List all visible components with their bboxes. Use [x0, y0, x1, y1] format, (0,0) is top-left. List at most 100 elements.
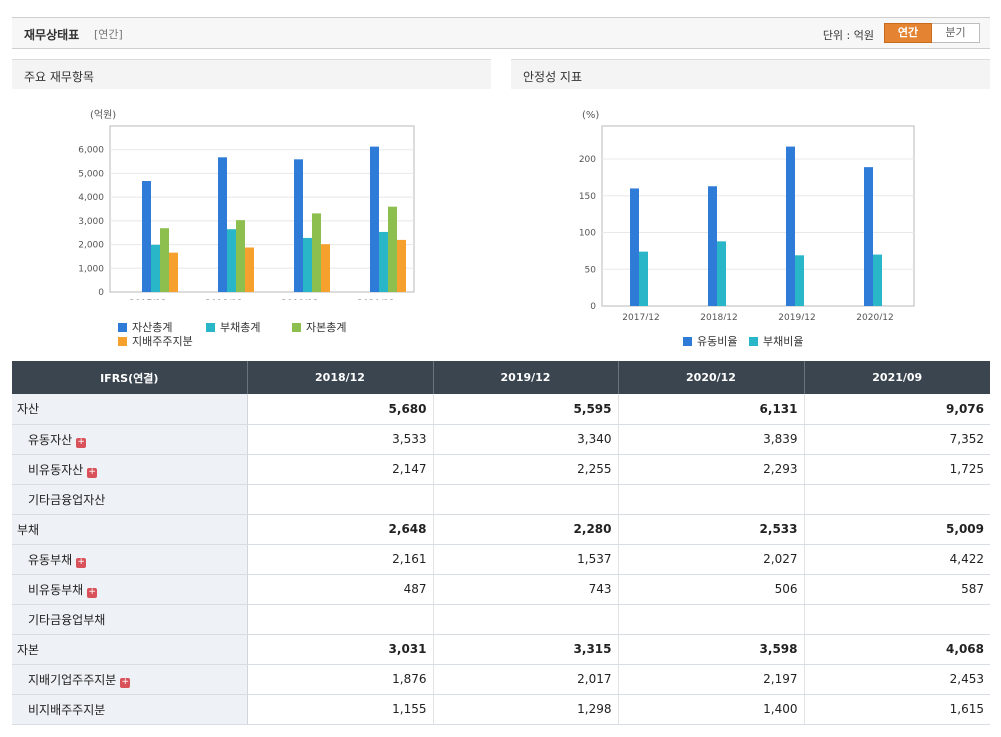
value-cell: 487 — [247, 574, 434, 605]
bar — [864, 167, 873, 306]
bar — [370, 146, 379, 292]
bar — [312, 213, 321, 292]
column-header: IFRS(연결) — [12, 361, 248, 394]
value-cell: 4,068 — [804, 634, 990, 665]
value-cell: 2,648 — [247, 514, 434, 545]
table-row: 유동자산 +3,533 3,340 3,839 7,352 — [12, 424, 990, 455]
table-row: 기타금융업자산 — [12, 484, 990, 515]
y-tick-label: 200 — [579, 155, 596, 165]
balance-sheet-table: IFRS(연결) 2018/12 2019/12 2020/12 2021/09… — [12, 361, 990, 725]
row-label: 부채 — [17, 522, 40, 537]
bar — [160, 228, 169, 292]
x-tick-label: 2019/12 — [281, 299, 318, 300]
row-label: 자산 — [17, 402, 40, 417]
column-header: 2020/12 — [618, 361, 805, 394]
value-cell: 1,537 — [433, 544, 619, 575]
row-label: 비유동자산 — [28, 462, 84, 477]
legend-label: 부채총계 — [220, 321, 261, 334]
bar — [795, 255, 804, 306]
bar — [630, 188, 639, 306]
y-axis-unit-label: (%) — [582, 110, 599, 121]
value-cell: 743 — [433, 574, 619, 605]
column-header: 2018/12 — [247, 361, 434, 394]
table-row: 자산 5,680 5,595 6,131 9,076 — [12, 394, 990, 425]
y-tick-label: 50 — [585, 265, 597, 275]
bar — [245, 247, 254, 292]
row-label-cell: 유동부채 + — [12, 544, 248, 575]
x-tick-label: 2018/12 — [205, 299, 242, 300]
value-cell: 4,422 — [804, 544, 990, 575]
value-cell: 6,131 — [618, 394, 805, 425]
row-label-cell: 유동자산 + — [12, 424, 248, 455]
legend-item: 지배주주지분 — [118, 333, 193, 349]
value-cell: 1,615 — [804, 694, 990, 725]
panel-title: 주요 재무항목 — [24, 70, 95, 84]
x-tick-label: 2020/12 — [357, 299, 394, 300]
value-cell — [433, 604, 619, 635]
legend-item: 부채총계 — [206, 319, 260, 335]
legend-key-items: 자산총계 부채총계 자본총계 지배주주지분 — [118, 319, 418, 349]
expand-icon[interactable]: + — [87, 586, 98, 598]
value-cell: 2,017 — [433, 664, 619, 695]
legend-swatch — [292, 323, 301, 332]
x-tick-label: 2017/12 — [129, 299, 166, 300]
value-cell — [247, 604, 434, 635]
chart-key-items: (억원) 0 1,000 2,000 3,000 4,000 5,000 6,000 2017/… — [78, 109, 415, 300]
value-cell: 2,453 — [804, 664, 990, 695]
table-row: 유동부채 +2,161 1,537 2,027 4,422 — [12, 544, 990, 575]
legend-swatch — [206, 323, 215, 332]
value-cell: 2,293 — [618, 454, 805, 485]
value-cell: 3,533 — [247, 424, 434, 455]
value-cell: 2,161 — [247, 544, 434, 575]
value-cell — [804, 484, 990, 515]
value-cell: 1,298 — [433, 694, 619, 725]
toggle-annual-button[interactable]: 연간 — [884, 23, 932, 43]
value-cell: 2,255 — [433, 454, 619, 485]
value-cell — [247, 484, 434, 515]
x-tick-label: 2019/12 — [778, 313, 815, 320]
bar — [151, 244, 160, 292]
value-cell: 3,839 — [618, 424, 805, 455]
row-label-cell: 자본 — [12, 634, 248, 665]
row-label-cell: 비유동자산 + — [12, 454, 248, 485]
bar — [639, 251, 648, 306]
expand-icon[interactable]: + — [87, 466, 98, 478]
row-label: 비지배주주지분 — [28, 702, 106, 717]
value-cell: 5,009 — [804, 514, 990, 545]
panel-title: 안정성 지표 — [523, 70, 583, 84]
row-label-cell: 기타금융업자산 — [12, 484, 248, 515]
period-toggle: 연간 분기 — [884, 23, 980, 43]
expand-icon[interactable]: + — [76, 436, 87, 448]
x-tick-label: 2018/12 — [700, 313, 737, 320]
bar — [397, 239, 406, 292]
y-tick-label: 150 — [579, 192, 596, 202]
bar — [294, 159, 303, 292]
legend-item: 부채비율 — [749, 333, 803, 349]
bar — [321, 244, 330, 292]
bar — [708, 186, 717, 306]
column-header: 2021/09 — [804, 361, 990, 394]
value-cell: 1,876 — [247, 664, 434, 695]
bar — [379, 231, 388, 292]
expand-icon[interactable]: + — [76, 556, 87, 568]
table-row: 비지배주주지분 1,155 1,298 1,400 1,615 — [12, 694, 990, 725]
value-cell: 3,031 — [247, 634, 434, 665]
bar — [717, 241, 726, 306]
legend-item: 유동비율 — [683, 333, 737, 349]
legend-stability: 유동비율 부채비율 — [683, 333, 883, 349]
y-axis-unit-label: (억원) — [90, 109, 116, 121]
row-label: 유동자산 — [28, 432, 73, 447]
value-cell — [618, 604, 805, 635]
x-tick-label: 2020/12 — [856, 313, 893, 320]
y-tick-label: 100 — [579, 229, 596, 239]
value-cell: 1,400 — [618, 694, 805, 725]
legend-swatch — [118, 323, 127, 332]
row-label-cell: 자산 — [12, 394, 248, 425]
column-header: 2019/12 — [433, 361, 619, 394]
toggle-quarter-button[interactable]: 분기 — [932, 23, 980, 43]
panel-header-key-items: 주요 재무항목 — [12, 59, 491, 89]
legend-label: 자산총계 — [132, 321, 173, 334]
expand-icon[interactable]: + — [120, 676, 131, 688]
value-cell: 1,725 — [804, 454, 990, 485]
value-cell: 2,533 — [618, 514, 805, 545]
